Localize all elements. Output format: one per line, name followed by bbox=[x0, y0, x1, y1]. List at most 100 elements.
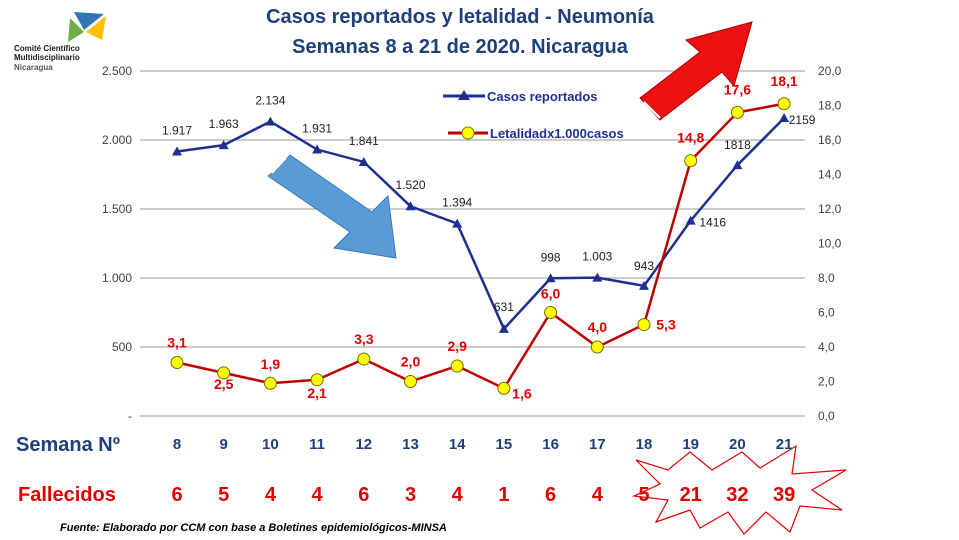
right-tick-label: 10,0 bbox=[818, 237, 842, 251]
source-note: Fuente: Elaborado por CCM con base a Bol… bbox=[60, 522, 447, 534]
right-tick-label: 12,0 bbox=[818, 202, 842, 216]
casos-value-label: 1.394 bbox=[442, 196, 472, 210]
week-label: 13 bbox=[402, 436, 419, 453]
fallecidos-value: 6 bbox=[171, 484, 182, 506]
casos-labels: 1.917 1.963 2.134 1.931 1.841 1.520 1.394 631 99… bbox=[162, 94, 816, 314]
letalidad-point bbox=[170, 356, 184, 370]
casos-value-label: 1.931 bbox=[302, 122, 332, 136]
letalidad-value-label: 2,1 bbox=[307, 385, 327, 401]
letalidad-value-label: 2,0 bbox=[401, 354, 421, 370]
legend-casos-label: Casos reportados bbox=[487, 89, 598, 104]
letalidad-value-label: 5,3 bbox=[656, 317, 676, 333]
letalidad-value-label: 2,9 bbox=[447, 338, 467, 354]
letalidad-value-label: 1,9 bbox=[261, 356, 281, 372]
legend-letalidad: Letalidadx1.000casos bbox=[448, 126, 624, 141]
casos-value-label: 2159 bbox=[789, 113, 816, 127]
week-label: 19 bbox=[682, 436, 699, 453]
week-label: 14 bbox=[449, 436, 466, 453]
casos-value-label: 631 bbox=[494, 300, 514, 314]
right-tick-label: 2,0 bbox=[818, 375, 835, 389]
left-tick-label: 500 bbox=[112, 340, 132, 354]
casos-series bbox=[172, 113, 790, 333]
right-tick-label: 0,0 bbox=[818, 409, 835, 423]
casos-point bbox=[358, 156, 369, 166]
week-label: 21 bbox=[776, 436, 793, 453]
fallecidos-value: 39 bbox=[773, 484, 795, 506]
letalidad-value-label: 3,1 bbox=[167, 335, 187, 351]
casos-point bbox=[545, 273, 556, 283]
week-label: 9 bbox=[220, 436, 228, 453]
right-tick-label: 14,0 bbox=[818, 168, 842, 182]
source-box bbox=[58, 519, 588, 540]
letalidad-value-label: 17,6 bbox=[724, 81, 751, 97]
letalidad-point bbox=[497, 381, 511, 395]
letalidad-labels: 3,1 2,5 1,9 2,1 3,3 2,0 2,9 1,6 6,0 4,0 5,3 14,8 17,… bbox=[167, 73, 798, 402]
left-tick-label: - bbox=[128, 409, 132, 423]
fallecidos-value: 6 bbox=[358, 484, 369, 506]
week-label: 12 bbox=[355, 436, 372, 453]
fallecidos-value: 6 bbox=[545, 484, 556, 506]
casos-value-label: 1.841 bbox=[349, 134, 379, 148]
fallecidos-value: 5 bbox=[218, 484, 229, 506]
casos-point bbox=[405, 201, 416, 211]
down-arrow-icon bbox=[267, 154, 397, 259]
right-tick-label: 4,0 bbox=[818, 340, 835, 354]
letalidad-line-path bbox=[176, 102, 785, 391]
week-label: 17 bbox=[589, 436, 606, 453]
legend-casos: Casos reportados bbox=[443, 89, 598, 104]
letalidad-point bbox=[590, 340, 604, 354]
right-tick-label: 20,0 bbox=[818, 64, 842, 78]
week-label: 16 bbox=[542, 436, 559, 453]
logo-line-1: Comité Científico bbox=[14, 44, 80, 53]
fallecidos-value: 32 bbox=[726, 484, 748, 506]
letalidad-value-label: 1,6 bbox=[512, 385, 532, 401]
letalidad-point bbox=[450, 359, 464, 373]
casos-value-label: 1416 bbox=[699, 216, 726, 230]
letalidad-point bbox=[404, 375, 417, 388]
week-label: 11 bbox=[309, 436, 325, 453]
gridlines bbox=[140, 70, 805, 417]
left-axis: - 500 1.000 1.500 2.000 2.500 bbox=[102, 64, 132, 423]
week-label: 10 bbox=[262, 436, 279, 453]
fallecidos-value: 4 bbox=[265, 484, 277, 506]
week-label: 8 bbox=[173, 436, 181, 453]
fallecidos-values: 6 5 4 4 6 3 4 1 6 4 5 21 32 39 bbox=[171, 484, 795, 506]
week-label: 18 bbox=[636, 436, 653, 453]
letalidad-point bbox=[263, 376, 277, 390]
casos-point bbox=[498, 323, 509, 333]
semana-row-label: Semana Nº bbox=[16, 434, 120, 456]
casos-point bbox=[779, 113, 790, 123]
fallecidos-value: 4 bbox=[312, 484, 324, 506]
fallecidos-value: 4 bbox=[592, 484, 604, 506]
legend-letalidad-label: Letalidadx1.000casos bbox=[490, 126, 624, 141]
right-tick-label: 18,0 bbox=[818, 99, 842, 113]
fallecidos-row-label: Fallecidos bbox=[18, 484, 116, 506]
legend: Casos reportados Letalidadx1.000casos bbox=[443, 89, 624, 141]
week-label: 15 bbox=[496, 436, 513, 453]
letalidad-value-label: 14,8 bbox=[677, 130, 704, 146]
casos-point bbox=[312, 144, 323, 154]
fallecidos-value: 5 bbox=[638, 484, 649, 506]
casos-value-label: 1.520 bbox=[395, 178, 425, 192]
casos-value-label: 1.003 bbox=[582, 250, 612, 264]
casos-point bbox=[265, 116, 276, 126]
letalidad-point bbox=[217, 366, 231, 380]
casos-value-label: 1.963 bbox=[209, 117, 239, 131]
casos-point bbox=[452, 218, 463, 228]
casos-value-label: 2.134 bbox=[255, 94, 285, 108]
right-axis: 0,0 2,0 4,0 6,0 8,0 10,0 12,0 14,0 16,0 18,0 20,0 bbox=[818, 64, 842, 423]
left-tick-label: 1.000 bbox=[102, 271, 132, 285]
letalidad-point bbox=[684, 154, 698, 168]
ccm-logo bbox=[12, 8, 122, 70]
left-tick-label: 2.000 bbox=[102, 133, 132, 147]
fallecidos-value: 1 bbox=[498, 484, 509, 506]
fallecidos-value: 21 bbox=[680, 484, 702, 506]
up-arrow-icon bbox=[639, 21, 753, 121]
fallecidos-value: 4 bbox=[452, 484, 464, 506]
casos-value-label: 1.917 bbox=[162, 123, 192, 137]
letalidad-point bbox=[310, 373, 324, 387]
casos-point bbox=[218, 140, 229, 150]
casos-point bbox=[732, 160, 743, 170]
casos-point bbox=[685, 215, 696, 225]
